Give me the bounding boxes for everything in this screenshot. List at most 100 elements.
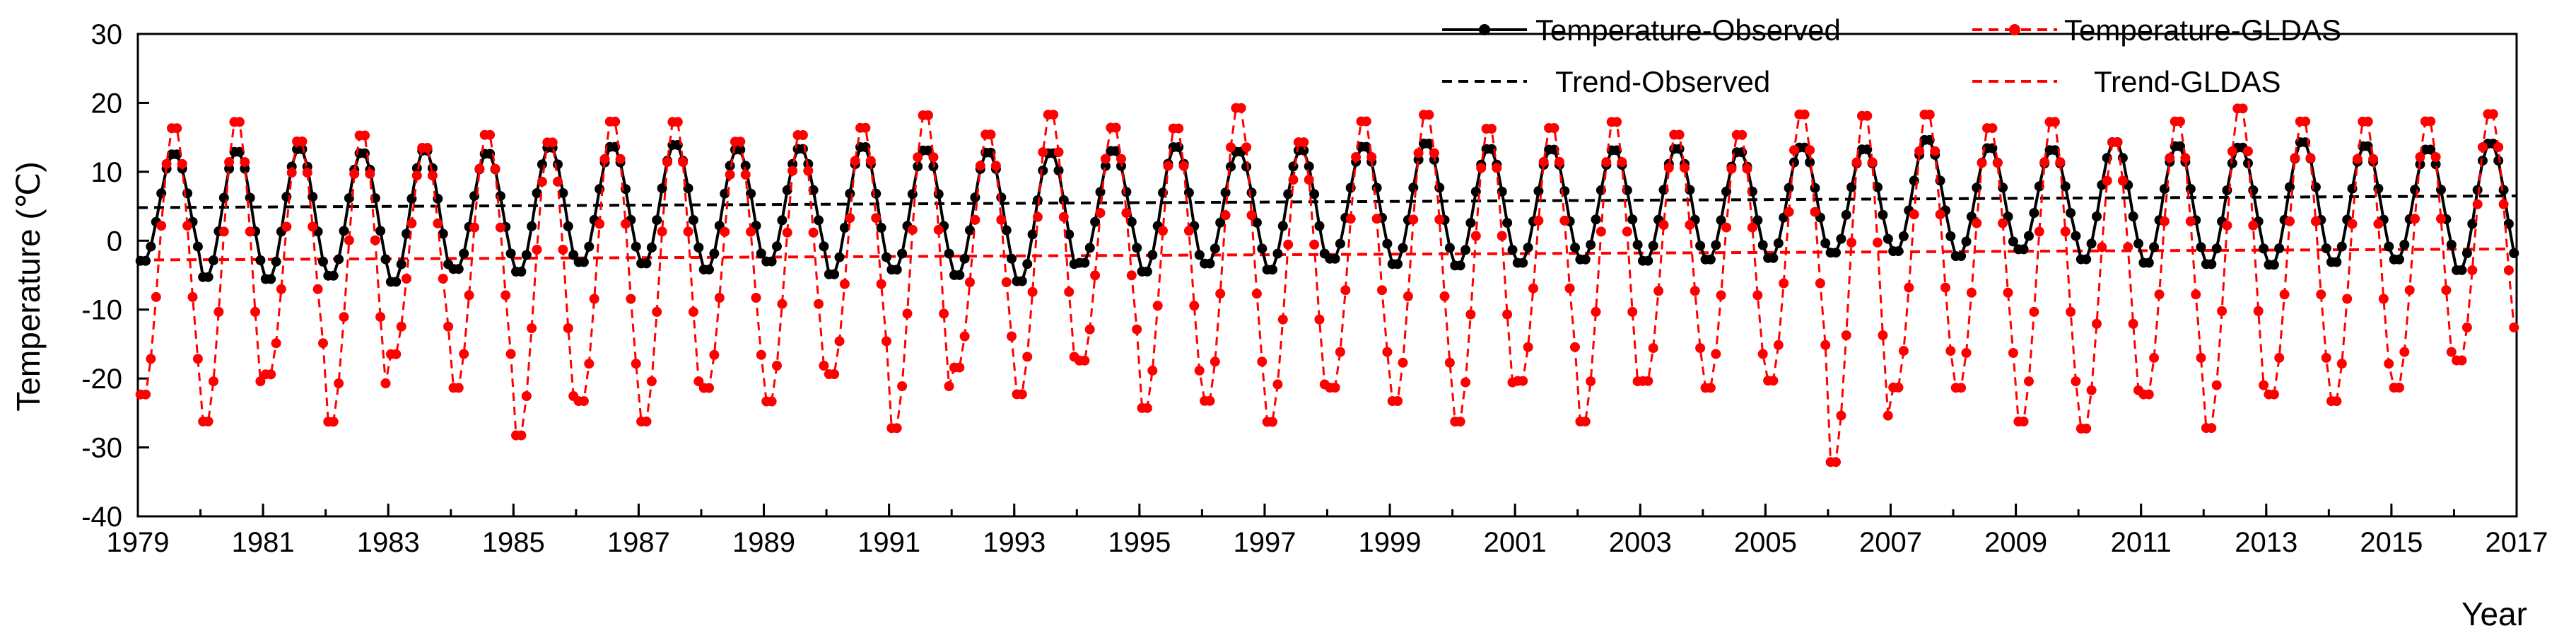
temperature-gldas-point <box>474 163 485 174</box>
temperature-observed-point <box>2049 145 2060 156</box>
temperature-gldas-point <box>1601 157 1612 168</box>
temperature-gldas-point <box>746 226 756 237</box>
temperature-gldas-point <box>1413 148 1424 158</box>
temperature-gldas-point <box>2493 142 2504 152</box>
temperature-observed-point <box>568 250 579 260</box>
temperature-gldas-point <box>1267 417 1277 427</box>
temperature-observed-point <box>2211 243 2222 254</box>
temperature-gldas-point <box>396 321 406 332</box>
temperature-gldas-point <box>360 130 370 141</box>
temperature-gldas-point <box>1987 123 1998 134</box>
temperature-observed-point <box>1100 161 1111 171</box>
temperature-observed-point <box>1773 238 1784 248</box>
temperature-observed-point <box>1705 254 1716 265</box>
temperature-gldas-point <box>1455 417 1465 427</box>
x-tick-label: 2003 <box>1609 527 1672 558</box>
temperature-gldas-point <box>996 214 1007 225</box>
temperature-gldas-point <box>1742 163 1752 174</box>
temperature-gldas-point <box>1873 237 1883 248</box>
temperature-gldas-point <box>302 168 312 178</box>
temperature-gldas-point <box>537 176 547 187</box>
temperature-gldas-point <box>1111 122 1121 133</box>
temperature-gldas-point <box>1518 376 1528 386</box>
x-tick-label: 1991 <box>857 527 920 558</box>
temperature-gldas-point <box>2446 347 2457 357</box>
temperature-observed-point <box>1711 240 1721 250</box>
temperature-gldas-point <box>772 361 782 371</box>
temperature-gldas-point <box>1476 163 1487 173</box>
temperature-gldas-point <box>1152 301 1163 311</box>
temperature-observed-point <box>558 188 568 198</box>
temperature-gldas-point <box>845 213 855 224</box>
temperature-observed-point <box>735 144 746 155</box>
temperature-gldas-point <box>1523 342 1533 352</box>
temperature-gldas-point <box>495 222 505 233</box>
temperature-gldas-point <box>328 417 339 427</box>
temperature-gldas-point <box>1408 214 1419 225</box>
temperature-observed-point <box>1846 182 1857 192</box>
temperature-observed-point <box>1210 243 1220 254</box>
temperature-gldas-point <box>881 336 891 347</box>
temperature-gldas-point <box>1747 222 1757 233</box>
temperature-gldas-point <box>615 153 626 164</box>
temperature-observed-point <box>1570 243 1580 253</box>
temperature-observed-point <box>2196 242 2206 253</box>
temperature-gldas-point <box>1444 357 1455 368</box>
temperature-gldas-point <box>2430 152 2441 162</box>
temperature-observed-point <box>192 241 203 252</box>
temperature-gldas-point <box>797 130 808 140</box>
temperature-gldas-point <box>2285 216 2295 226</box>
temperature-gldas-point <box>1617 157 1627 168</box>
x-tick-label: 1979 <box>107 527 170 558</box>
temperature-observed-point <box>1945 231 1956 241</box>
temperature-observed-point <box>1591 214 1601 225</box>
temperature-observed-point <box>1878 209 1888 220</box>
temperature-observed-point <box>255 255 266 265</box>
temperature-gldas-point <box>2097 242 2107 253</box>
temperature-observed-point <box>266 274 276 284</box>
temperature-gldas-point <box>141 389 151 400</box>
temperature-gldas-point <box>1277 314 1288 325</box>
temperature-gldas-point <box>2060 226 2071 237</box>
temperature-gldas-point <box>380 378 391 388</box>
temperature-gldas-point <box>1147 365 1158 376</box>
temperature-gldas-point <box>1966 287 1977 298</box>
temperature-observed-point <box>2175 141 2185 151</box>
temperature-gldas-point <box>839 279 850 289</box>
legend-label-temperature-gldas: Temperature-GLDAS <box>2064 13 2341 47</box>
temperature-observed-point <box>339 226 349 236</box>
temperature-gldas-point <box>2143 389 2154 400</box>
temperature-observed-point <box>2478 156 2488 166</box>
temperature-observed-point <box>2034 181 2044 192</box>
temperature-gldas-point <box>720 226 730 237</box>
temperature-gldas-point <box>563 323 573 333</box>
temperature-observed-point <box>438 228 448 239</box>
temperature-gldas-point <box>2237 103 2248 114</box>
temperature-gldas-point <box>1304 175 1314 185</box>
temperature-gldas-point <box>970 214 980 225</box>
temperature-gldas-point <box>1867 157 1878 168</box>
temperature-observed-point <box>1277 221 1288 231</box>
temperature-gldas-point <box>1716 290 1726 301</box>
y-tick-label: -30 <box>81 433 122 464</box>
temperature-gldas-point <box>1487 124 1497 134</box>
temperature-gldas-point <box>1757 349 1768 359</box>
temperature-gldas-point <box>2227 146 2237 156</box>
temperature-observed-point <box>819 241 829 252</box>
y-tick-label: 20 <box>91 88 123 119</box>
temperature-gldas-point <box>1246 210 1257 221</box>
temperature-observed-point <box>1648 240 1658 251</box>
temperature-gldas-point <box>146 354 156 364</box>
temperature-gldas-point <box>297 137 308 146</box>
temperature-gldas-point <box>1559 215 1570 226</box>
temperature-gldas-point <box>2123 242 2133 253</box>
temperature-gldas-point <box>177 158 187 169</box>
temperature-gldas-point <box>1001 277 1012 287</box>
axes-layer <box>136 33 2518 518</box>
temperature-observed-point <box>1752 215 1763 226</box>
temperature-observed-point <box>1215 217 1226 228</box>
temperature-observed-point <box>1304 161 1314 172</box>
temperature-gldas-point <box>2206 423 2217 434</box>
temperature-gldas-point <box>1820 340 1831 350</box>
temperature-observed-point <box>1007 253 1017 264</box>
